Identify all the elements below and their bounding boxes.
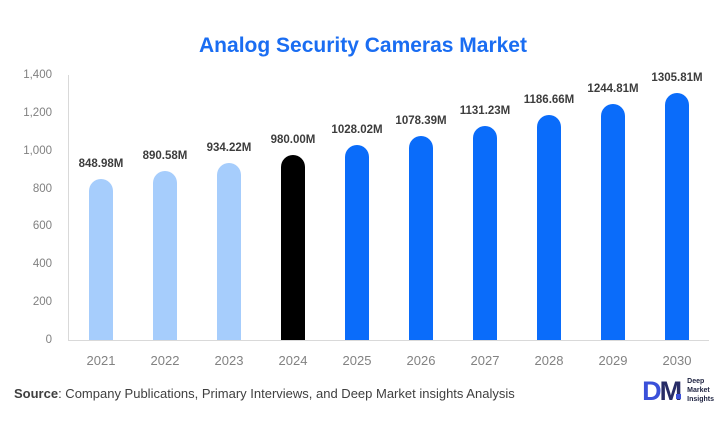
chart-title: Analog Security Cameras Market (199, 34, 527, 57)
dm-logo-mark: DM (642, 378, 687, 405)
bar-group-2030: 1305.81M 2030 (645, 71, 709, 368)
logo-name-line: Insights (687, 395, 714, 403)
bar-value-label: 848.98M (78, 158, 124, 171)
source-label: Source (14, 386, 59, 401)
bar-group-2028: 1186.66M 2028 (517, 75, 581, 368)
bar-value-label: 1305.81M (651, 71, 703, 84)
dm-logo: DM Deep Market Insights (642, 378, 714, 405)
bar-2027 (473, 125, 497, 340)
x-axis-tick-label: 2030 (662, 353, 692, 368)
y-axis: 1,400 1,200 1,000 800 600 400 200 0 (0, 69, 58, 346)
logo-dot-icon (676, 394, 682, 399)
bar-2025 (345, 145, 369, 340)
bar-group-2029: 1244.81M 2029 (581, 75, 645, 368)
y-axis-tick-label: 0 (45, 334, 52, 346)
bar-value-label: 1131.23M (459, 104, 511, 117)
bar-group-2025: 1028.02M 2025 (325, 75, 389, 368)
source-text: : Company Publications, Primary Intervie… (58, 386, 515, 401)
bar-2024 (281, 154, 305, 340)
bar-group-2027: 1131.23M 2027 (453, 75, 517, 368)
y-axis-tick-label: 200 (32, 296, 52, 309)
bar-value-label: 1244.81M (587, 83, 639, 96)
bar-value-label: 1186.66M (523, 94, 575, 107)
bar-value-label: 934.22M (206, 142, 252, 155)
y-axis-tick-label: 400 (32, 258, 52, 271)
x-axis-tick-label: 2022 (150, 353, 180, 368)
bar-2029 (601, 104, 625, 340)
plot-area: 848.98M 2021 890.58M 2022 934.22M 2023 980.00M… (68, 71, 709, 369)
x-axis-tick-label: 2024 (278, 353, 308, 368)
y-axis-tick-label: 1,000 (23, 144, 52, 157)
logo-letter-d: D (642, 376, 661, 406)
bar-group-2024: 980.00M 2024 (261, 75, 325, 369)
bar-2023 (217, 163, 241, 340)
bar-value-label: 980.00M (270, 133, 316, 146)
bar-2026 (409, 135, 433, 340)
bar-2022 (153, 171, 177, 340)
bar-2030 (665, 92, 689, 340)
bar-value-label: 1078.39M (395, 114, 447, 127)
y-axis-tick-label: 1,400 (23, 69, 52, 81)
bar-group-2021: 848.98M 2021 (69, 75, 133, 368)
x-axis-tick-label: 2021 (86, 353, 116, 368)
bar-group-2023: 934.22M 2023 (197, 75, 261, 368)
x-axis-tick-label: 2029 (598, 353, 628, 368)
bar-value-label: 1028.02M (331, 124, 383, 137)
bar-group-2022: 890.58M 2022 (133, 75, 197, 368)
x-axis-tick-label: 2023 (214, 353, 244, 368)
y-axis-tick-label: 1,200 (23, 106, 52, 119)
logo-name-line: Market (687, 387, 710, 395)
y-axis-tick-label: 800 (32, 182, 52, 195)
bar-group-2026: 1078.39M 2026 (389, 75, 453, 368)
logo-name-line: Deep (687, 378, 705, 386)
dm-logo-name: Deep Market Insights (687, 378, 714, 404)
logo-letter-m: M (659, 376, 682, 406)
source-line: Source: Company Publications, Primary In… (14, 386, 515, 401)
bar-2021 (89, 179, 113, 340)
bar-value-label: 890.58M (142, 150, 188, 163)
x-axis-tick-label: 2028 (534, 353, 564, 368)
x-axis-tick-label: 2025 (342, 353, 372, 368)
x-axis-tick-label: 2026 (406, 353, 436, 368)
y-axis-tick-label: 600 (32, 220, 52, 233)
bar-2028 (537, 115, 561, 340)
x-axis-tick-label: 2027 (470, 353, 500, 368)
